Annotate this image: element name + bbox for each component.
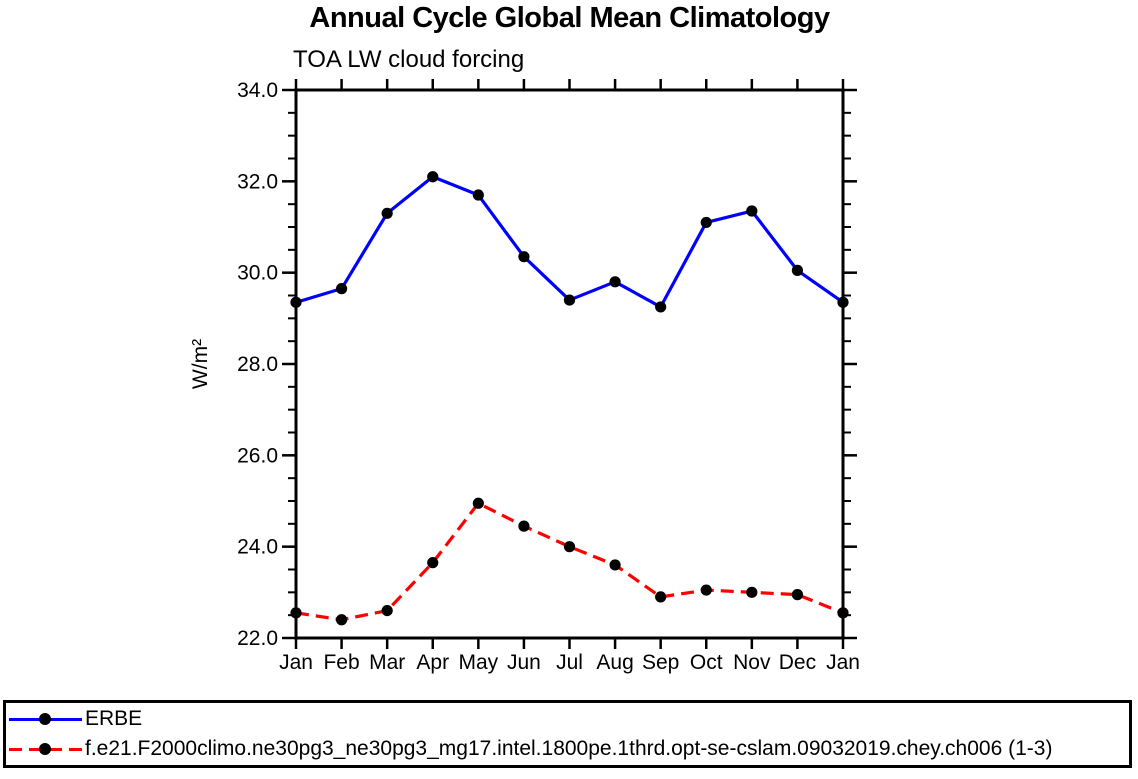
x-tick-label: Feb bbox=[323, 651, 359, 674]
y-axis: 22.0 24.0 26.0 28.0 30.0 32.0 34.0 bbox=[237, 79, 857, 650]
y-axis-label: W/m² bbox=[189, 339, 212, 389]
legend-label-model: f.e21.F2000climo.ne30pg3_ne30pg3_mg17.in… bbox=[85, 737, 1053, 760]
x-tick-label: Jan bbox=[279, 651, 313, 674]
data-point-marker bbox=[290, 607, 302, 619]
x-tick-label: Nov bbox=[733, 651, 771, 674]
y-tick-label: 22.0 bbox=[237, 627, 278, 650]
chart-canvas: Jan Feb Mar Apr May Jun Jul Aug Sep Oct Nov Dec Jan2… bbox=[189, 79, 860, 674]
data-point-marker bbox=[791, 264, 804, 276]
y-tick-label: 32.0 bbox=[237, 170, 278, 193]
data-point-marker bbox=[563, 541, 576, 553]
data-point-marker bbox=[791, 589, 804, 601]
data-point-marker bbox=[655, 591, 667, 603]
legend-line-sample-solid bbox=[9, 713, 82, 725]
x-tick-label: Apr bbox=[416, 651, 449, 674]
series-model bbox=[290, 497, 849, 626]
x-tick-label: Jul bbox=[556, 651, 583, 674]
x-tick-label: Aug bbox=[596, 651, 633, 674]
x-tick-label: Dec bbox=[779, 651, 816, 674]
series-erbe bbox=[290, 171, 849, 313]
data-point-marker bbox=[381, 207, 393, 219]
marker-dot-icon bbox=[39, 713, 51, 725]
data-point-marker bbox=[518, 251, 530, 263]
data-point-marker bbox=[427, 171, 439, 183]
series-line bbox=[295, 501, 844, 622]
legend-entry-model: f.e21.F2000climo.ne30pg3_ne30pg3_mg17.in… bbox=[6, 734, 1129, 764]
data-point-marker bbox=[655, 301, 667, 313]
data-point-marker bbox=[746, 205, 758, 217]
plot-frame bbox=[294, 88, 845, 640]
data-point-marker bbox=[609, 559, 621, 571]
y-tick-label: 34.0 bbox=[237, 79, 278, 102]
data-point-marker bbox=[700, 216, 712, 229]
data-point-marker bbox=[427, 557, 439, 569]
legend-entry-erbe: ERBE bbox=[6, 704, 1129, 734]
y-tick-label: 30.0 bbox=[237, 262, 278, 285]
marker-dot-icon bbox=[39, 743, 51, 755]
x-tick-label: Oct bbox=[690, 651, 723, 674]
series-line bbox=[295, 175, 844, 309]
x-axis: Jan Feb Mar Apr May Jun Jul Aug Sep Oct Nov Dec Jan bbox=[279, 79, 860, 674]
data-point-marker bbox=[335, 283, 348, 295]
y-tick-label: 26.0 bbox=[237, 444, 278, 467]
x-tick-label: Mar bbox=[369, 651, 405, 674]
legend: ERBE f.e21.F2000climo.ne30pg3_ne30pg3_mg… bbox=[3, 700, 1132, 768]
y-tick-label: 28.0 bbox=[237, 353, 278, 376]
data-point-marker bbox=[700, 584, 712, 596]
chart-title: Annual Cycle Global Mean Climatology bbox=[309, 2, 830, 34]
x-tick-label: Sep bbox=[642, 651, 679, 674]
data-point-marker bbox=[472, 497, 484, 509]
data-point-marker bbox=[609, 276, 621, 288]
data-point-marker bbox=[335, 614, 348, 626]
data-point-marker bbox=[381, 605, 393, 617]
x-tick-label: May bbox=[458, 651, 498, 674]
data-point-marker bbox=[837, 296, 849, 308]
data-point-marker bbox=[837, 607, 849, 619]
data-point-marker bbox=[290, 296, 302, 308]
y-tick-label: 24.0 bbox=[237, 536, 278, 559]
data-point-marker bbox=[518, 520, 530, 532]
x-tick-label: Jun bbox=[507, 651, 541, 674]
legend-line-sample-dashed bbox=[9, 743, 82, 755]
data-point-marker bbox=[563, 294, 576, 306]
legend-label-erbe: ERBE bbox=[85, 707, 143, 730]
chart-subtitle: TOA LW cloud forcing bbox=[293, 46, 525, 73]
data-point-marker bbox=[472, 189, 484, 201]
x-tick-label: Jan bbox=[826, 651, 860, 674]
data-point-marker bbox=[746, 586, 758, 598]
